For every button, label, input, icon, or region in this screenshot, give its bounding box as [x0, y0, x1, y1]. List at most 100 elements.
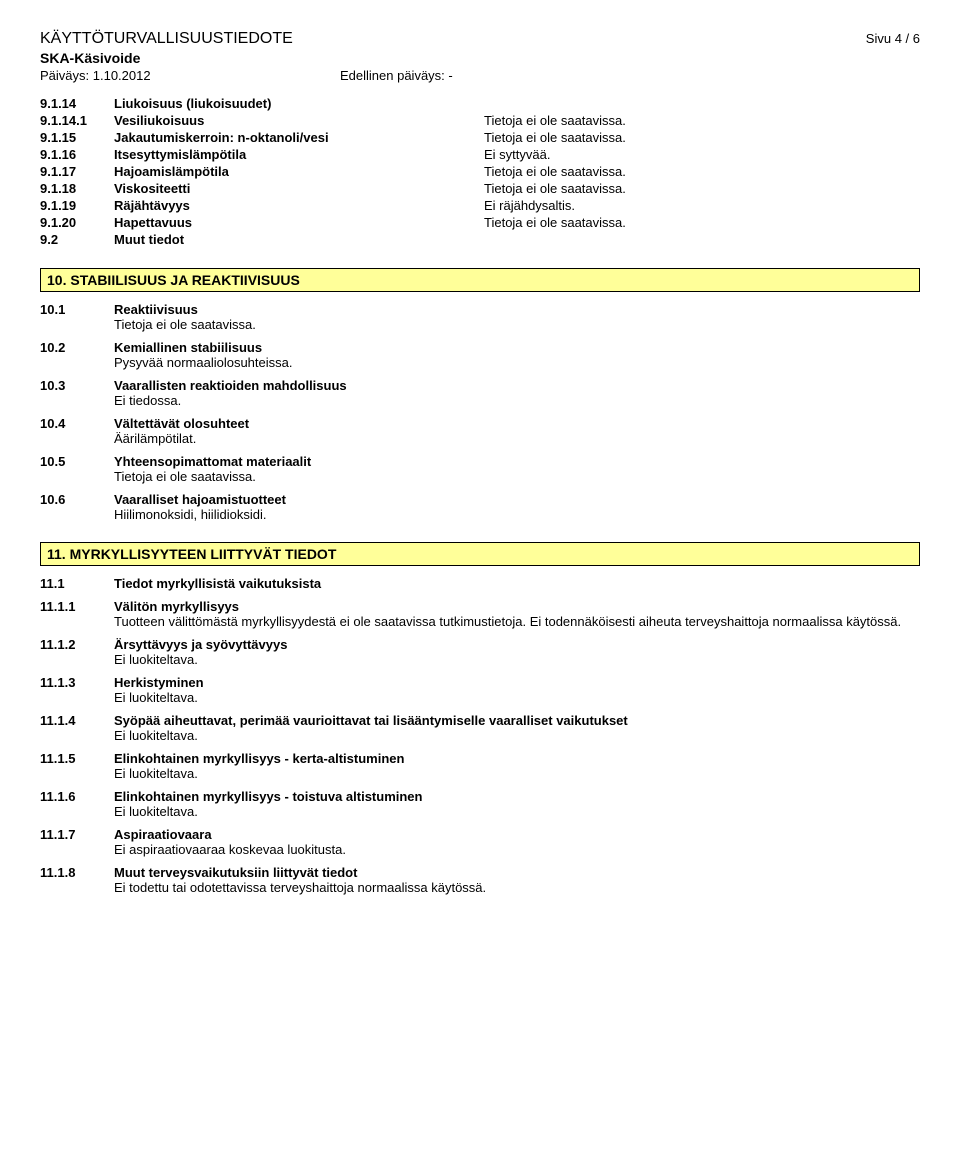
- property-value: Tietoja ei ole saatavissa.: [484, 214, 626, 231]
- subsection-body: Äärilämpötilat.: [114, 431, 920, 446]
- date-current: Päiväys: 1.10.2012: [40, 68, 340, 83]
- subsection-label: Yhteensopimattomat materiaalit: [114, 454, 920, 469]
- subsection-number: 11.1.2: [40, 637, 114, 652]
- subsection-label: Vältettävät olosuhteet: [114, 416, 920, 431]
- property-row: 9.1.16ItsesyttymislämpötilaEi syttyvää.: [40, 146, 626, 163]
- property-value: Tietoja ei ole saatavissa.: [484, 180, 626, 197]
- subsection: 11.1.6Elinkohtainen myrkyllisyys - toist…: [40, 789, 920, 819]
- subsection-label: Vaaralliset hajoamistuotteet: [114, 492, 920, 507]
- property-number: 9.2: [40, 231, 114, 248]
- property-value: Ei syttyvää.: [484, 146, 626, 163]
- subsection: 11.1.1Välitön myrkyllisyysTuotteen välit…: [40, 599, 920, 629]
- subsection-body: Ei aspiraatiovaaraa koskevaa luokitusta.: [114, 842, 920, 857]
- subsection-number: 10.2: [40, 340, 114, 355]
- property-number: 9.1.14: [40, 95, 114, 112]
- property-row: 9.1.17HajoamislämpötilaTietoja ei ole sa…: [40, 163, 626, 180]
- subsection-number: 11.1.3: [40, 675, 114, 690]
- document-header: KÄYTTÖTURVALLISUUSTIEDOTE Sivu 4 / 6: [40, 30, 920, 48]
- property-number: 9.1.18: [40, 180, 114, 197]
- property-number: 9.1.19: [40, 197, 114, 214]
- property-row: 9.1.20HapettavuusTietoja ei ole saatavis…: [40, 214, 626, 231]
- subsection-body: Ei luokiteltava.: [114, 804, 920, 819]
- property-row: 9.1.14Liukoisuus (liukoisuudet): [40, 95, 626, 112]
- subsection-label: Välitön myrkyllisyys: [114, 599, 920, 614]
- property-number: 9.1.17: [40, 163, 114, 180]
- subsection-body: Ei luokiteltava.: [114, 652, 920, 667]
- property-value: Ei räjähdysaltis.: [484, 197, 626, 214]
- subsection: 10.4Vältettävät olosuhteetÄärilämpötilat…: [40, 416, 920, 446]
- subsection-label: Kemiallinen stabiilisuus: [114, 340, 920, 355]
- subsection: 11.1.7AspiraatiovaaraEi aspiraatiovaaraa…: [40, 827, 920, 857]
- date-previous: Edellinen päiväys: -: [340, 68, 453, 83]
- subsection-label: Herkistyminen: [114, 675, 920, 690]
- subsection-number: 10.4: [40, 416, 114, 431]
- subsection-label: Tiedot myrkyllisistä vaikutuksista: [114, 576, 920, 591]
- property-label: Vesiliukoisuus: [114, 112, 484, 129]
- section-11-body: 11.1.1Välitön myrkyllisyysTuotteen välit…: [40, 599, 920, 895]
- property-number: 9.1.20: [40, 214, 114, 231]
- section-11-header: 11. MYRKYLLISYYTEEN LIITTYVÄT TIEDOT: [40, 542, 920, 566]
- page-number: Sivu 4 / 6: [866, 31, 920, 46]
- subsection: 10.2Kemiallinen stabiilisuusPysyvää norm…: [40, 340, 920, 370]
- subsection-number: 11.1.7: [40, 827, 114, 842]
- subsection-label: Elinkohtainen myrkyllisyys - toistuva al…: [114, 789, 920, 804]
- property-row: 9.1.19RäjähtävyysEi räjähdysaltis.: [40, 197, 626, 214]
- subsection-body: Pysyvää normaaliolosuhteissa.: [114, 355, 920, 370]
- subsection-label: Ärsyttävyys ja syövyttävyys: [114, 637, 920, 652]
- subsection-body: Ei todettu tai odotettavissa terveyshait…: [114, 880, 920, 895]
- subsection-label: Vaarallisten reaktioiden mahdollisuus: [114, 378, 920, 393]
- property-label: Hajoamislämpötila: [114, 163, 484, 180]
- property-row: 9.1.15Jakautumiskerroin: n-oktanoli/vesi…: [40, 129, 626, 146]
- subsection: 11.1.4Syöpää aiheuttavat, perimää vaurio…: [40, 713, 920, 743]
- property-label: Hapettavuus: [114, 214, 484, 231]
- subsection: 11.1.5Elinkohtainen myrkyllisyys - kerta…: [40, 751, 920, 781]
- subsection-body: Hiilimonoksidi, hiilidioksidi.: [114, 507, 920, 522]
- doc-title: KÄYTTÖTURVALLISUUSTIEDOTE: [40, 30, 293, 48]
- property-row: 9.1.14.1VesiliukoisuusTietoja ei ole saa…: [40, 112, 626, 129]
- property-number: 9.1.16: [40, 146, 114, 163]
- subsection: 11.1.3HerkistyminenEi luokiteltava.: [40, 675, 920, 705]
- property-value: Tietoja ei ole saatavissa.: [484, 129, 626, 146]
- property-value: [484, 95, 626, 112]
- subsection-label: Muut terveysvaikutuksiin liittyvät tiedo…: [114, 865, 920, 880]
- property-label: Viskositeetti: [114, 180, 484, 197]
- subsection: 10.1ReaktiivisuusTietoja ei ole saatavis…: [40, 302, 920, 332]
- properties-table: 9.1.14Liukoisuus (liukoisuudet)9.1.14.1V…: [40, 95, 626, 248]
- subsection-body: Tuotteen välittömästä myrkyllisyydestä e…: [114, 614, 920, 629]
- section-10-body: 10.1Reaktiivisuus Tietoja ei ole saatavis…: [40, 302, 920, 522]
- subsection-number: 10.1: [40, 302, 114, 317]
- subsection-body: Ei luokiteltava.: [114, 690, 920, 705]
- section-11-lead: 11.1 Tiedot myrkyllisistä vaikutuksista: [40, 576, 920, 591]
- subsection-label: Elinkohtainen myrkyllisyys - kerta-altis…: [114, 751, 920, 766]
- subsection: 10.5Yhteensopimattomat materiaalitTietoj…: [40, 454, 920, 484]
- property-value: Tietoja ei ole saatavissa.: [484, 163, 626, 180]
- subsection-label: Aspiraatiovaara: [114, 827, 920, 842]
- property-row: 9.1.18ViskositeettiTietoja ei ole saatav…: [40, 180, 626, 197]
- subsection-body: Ei tiedossa.: [114, 393, 920, 408]
- subsection-number: 11.1.8: [40, 865, 114, 880]
- section-10-header: 10. STABIILISUUS JA REAKTIIVISUUS: [40, 268, 920, 292]
- subsection: 10.3Vaarallisten reaktioiden mahdollisuu…: [40, 378, 920, 408]
- subsection-number: 11.1.4: [40, 713, 114, 728]
- subsection-body: Ei luokiteltava.: [114, 766, 920, 781]
- subsection-number: 11.1.6: [40, 789, 114, 804]
- subsection-label: Reaktiivisuus: [114, 302, 920, 317]
- subsection: 10.6Vaaralliset hajoamistuotteetHiilimon…: [40, 492, 920, 522]
- subsection-number: 11.1.1: [40, 599, 114, 614]
- property-row: 9.2Muut tiedot: [40, 231, 626, 248]
- property-number: 9.1.14.1: [40, 112, 114, 129]
- subsection-number: 11.1.5: [40, 751, 114, 766]
- property-label: Liukoisuus (liukoisuudet): [114, 95, 484, 112]
- subsection-body: Tietoja ei ole saatavissa.: [114, 469, 920, 484]
- property-label: Jakautumiskerroin: n-oktanoli/vesi: [114, 129, 484, 146]
- subsection-number: 11.1: [40, 576, 114, 591]
- subsection-body: Ei luokiteltava.: [114, 728, 920, 743]
- property-value: Tietoja ei ole saatavissa.: [484, 112, 626, 129]
- date-row: Päiväys: 1.10.2012 Edellinen päiväys: -: [40, 68, 920, 83]
- subsection: 11.1.2Ärsyttävyys ja syövyttävyysEi luok…: [40, 637, 920, 667]
- product-name: SKA-Käsivoide: [40, 50, 920, 66]
- property-label: Räjähtävyys: [114, 197, 484, 214]
- property-label: Muut tiedot: [114, 231, 484, 248]
- subsection-number: 10.3: [40, 378, 114, 393]
- property-label: Itsesyttymislämpötila: [114, 146, 484, 163]
